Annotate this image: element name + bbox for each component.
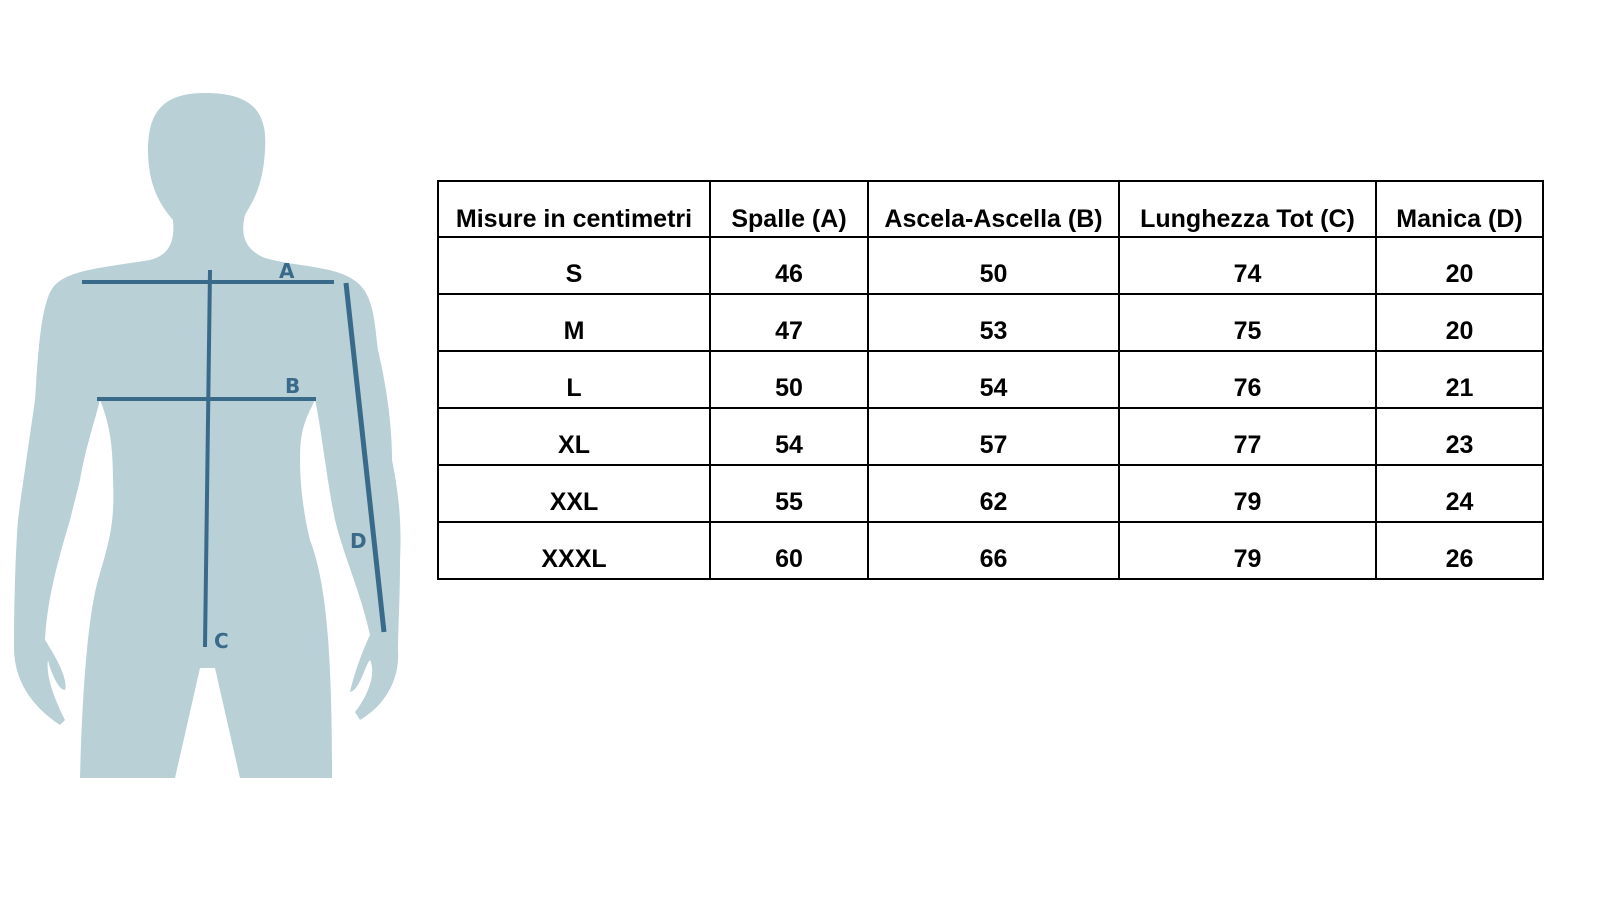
- measurement-cell: 54: [709, 407, 869, 466]
- measurement-cell: 54: [867, 350, 1120, 409]
- label-d: D: [350, 529, 367, 553]
- measurement-cell: 26: [1375, 521, 1544, 580]
- measurement-cell: 62: [867, 464, 1120, 523]
- line-c-length: [203, 269, 212, 648]
- measurement-cell: 46: [709, 236, 869, 295]
- size-cell: XXL: [437, 464, 711, 523]
- header-cell: Misure in centimetri: [437, 180, 711, 238]
- header-row: Misure in centimetri Spalle (A) Ascela-A…: [437, 180, 1544, 238]
- table-row: S 46 50 74 20: [437, 236, 1544, 295]
- header-cell: Lunghezza Tot (C): [1118, 180, 1377, 238]
- label-c: C: [214, 629, 229, 653]
- table-row: L 50 54 76 21: [437, 350, 1544, 409]
- measurement-cell: 47: [709, 293, 869, 352]
- measurement-cell: 79: [1118, 521, 1377, 580]
- measurement-cell: 20: [1375, 293, 1544, 352]
- measurement-cell: 74: [1118, 236, 1377, 295]
- header-cell: Ascela-Ascella (B): [867, 180, 1120, 238]
- measurement-cell: 77: [1118, 407, 1377, 466]
- size-cell: L: [437, 350, 711, 409]
- body-measurement-figure: A B C D: [14, 93, 401, 778]
- measurement-cell: 21: [1375, 350, 1544, 409]
- measurement-cell: 60: [709, 521, 869, 580]
- measurement-cell: 50: [709, 350, 869, 409]
- measurement-cell: 66: [867, 521, 1120, 580]
- line-d-sleeve: [343, 282, 387, 633]
- label-a: A: [279, 259, 295, 283]
- size-cell: S: [437, 236, 711, 295]
- size-cell: M: [437, 293, 711, 352]
- header-cell: Manica (D): [1375, 180, 1544, 238]
- measurement-cell: 24: [1375, 464, 1544, 523]
- measurement-cell: 75: [1118, 293, 1377, 352]
- measurement-cell: 23: [1375, 407, 1544, 466]
- measurement-cell: 53: [867, 293, 1120, 352]
- measurement-cell: 57: [867, 407, 1120, 466]
- measurement-cell: 50: [867, 236, 1120, 295]
- table-row: M 47 53 75 20: [437, 293, 1544, 352]
- table-row: XXL 55 62 79 24: [437, 464, 1544, 523]
- measurement-cell: 79: [1118, 464, 1377, 523]
- size-table: Misure in centimetri Spalle (A) Ascela-A…: [437, 180, 1544, 580]
- size-cell: XL: [437, 407, 711, 466]
- measurement-cell: 55: [709, 464, 869, 523]
- header-cell: Spalle (A): [709, 180, 869, 238]
- measurement-cell: 20: [1375, 236, 1544, 295]
- table-row: XL 54 57 77 23: [437, 407, 1544, 466]
- measurement-cell: 76: [1118, 350, 1377, 409]
- size-cell: XXXL: [437, 521, 711, 580]
- label-b: B: [285, 374, 300, 398]
- table-row: XXXL 60 66 79 26: [437, 521, 1544, 580]
